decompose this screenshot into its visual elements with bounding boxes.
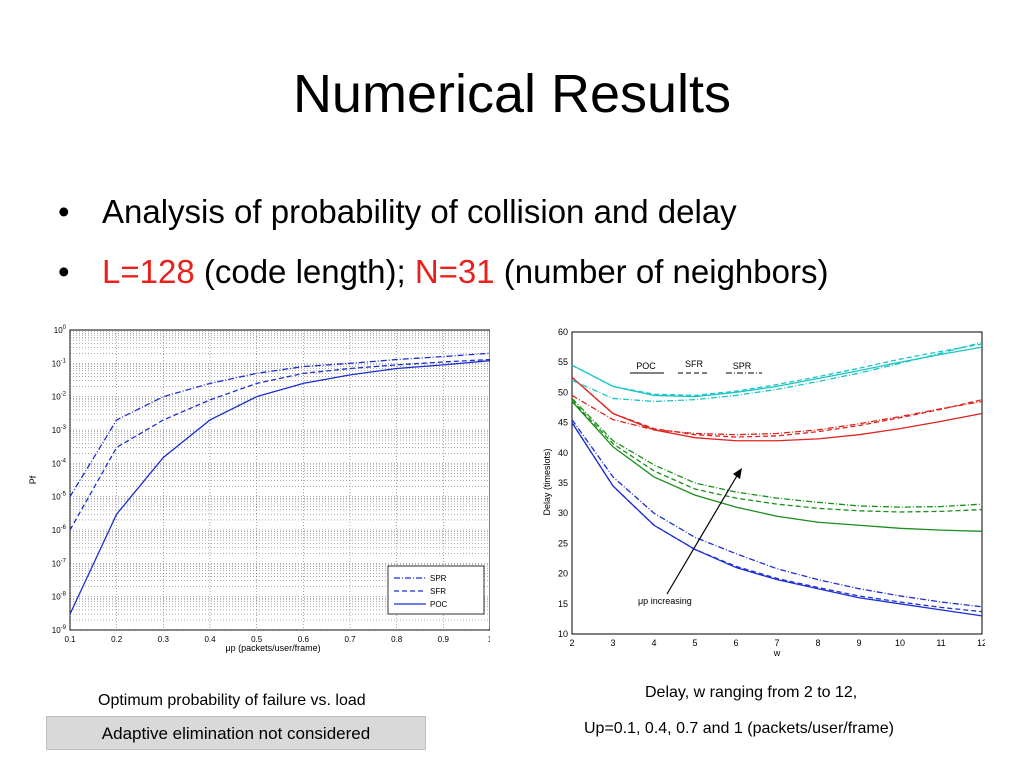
x-tick-label: 1 <box>488 635 490 644</box>
legend: POC SFR SPR <box>630 359 762 374</box>
x-tick-label: 0.5 <box>251 635 263 644</box>
x-tick-label: 0.7 <box>344 635 356 644</box>
x-tick-label: 5 <box>692 638 697 648</box>
series-line-sfr <box>571 376 983 438</box>
bullet-text-neighbors-label: (number of neighbors) <box>494 253 829 290</box>
y-tick-label: 30 <box>558 508 568 518</box>
series-lines <box>571 341 983 617</box>
x-tick-label: 8 <box>815 638 820 648</box>
legend-label: SPR <box>430 574 447 583</box>
legend: SPR SFR POC <box>387 565 485 615</box>
series-line-spr <box>571 419 983 608</box>
increasing-arrow-icon <box>666 473 739 595</box>
series-line-spr <box>571 397 983 508</box>
arrow-head-icon <box>733 468 742 479</box>
x-tick-label: 10 <box>895 638 905 648</box>
series-line-poc <box>571 376 983 442</box>
x-tick-label: 0.4 <box>204 635 216 644</box>
x-tick-label: 4 <box>651 638 656 648</box>
y-tick-labels: 10-9 10-8 10-7 10-6 10-5 10-4 10-3 10-2 10-1 100 <box>52 325 67 635</box>
series-line-sfr <box>69 358 490 531</box>
x-tick-label: 2 <box>569 638 574 648</box>
x-tick-labels: 0.1 0.2 0.3 0.4 0.5 0.6 0.7 0.8 0.9 1 <box>64 635 490 644</box>
bullet-text-code-length-value: L=128 <box>102 253 195 290</box>
failure-probability-chart: 0.10.20.30.40.50.60.70.80.91 10-910-810-… <box>28 325 490 653</box>
y-tick-label: 20 <box>558 569 568 579</box>
y-tick-label: 10-1 <box>52 358 67 368</box>
bullet-list: • Analysis of probability of collision an… <box>58 190 828 310</box>
x-tick-label: 0.6 <box>298 635 310 644</box>
y-tick-label: 10-2 <box>52 392 67 402</box>
right-chart-caption-line1: Delay, w ranging from 2 to 12, <box>645 684 858 701</box>
annotation-label: μp increasing <box>638 596 692 606</box>
x-tick-labels: 2 3 4 5 6 7 8 9 10 11 12 <box>569 638 985 648</box>
x-tick-label: 0.8 <box>391 635 403 644</box>
series-line-poc <box>571 401 983 532</box>
x-tick-label: 11 <box>936 638 945 648</box>
y-tick-label: 10-7 <box>52 558 67 568</box>
legend-label: SFR <box>430 587 446 596</box>
bullet-dot-icon: • <box>58 193 70 230</box>
x-tick-label: 9 <box>856 638 861 648</box>
series-line-spr <box>571 394 983 436</box>
bullet-item: • Analysis of probability of collision an… <box>58 190 828 250</box>
y-tick-label: 15 <box>558 599 568 609</box>
series-line-poc <box>69 360 490 615</box>
y-axis-label: Delay (timeslots) <box>542 448 552 515</box>
y-axis-label: Pf <box>28 475 38 484</box>
series-lines <box>69 352 490 615</box>
left-chart-caption: Optimum probability of failure vs. load <box>98 692 366 709</box>
bullet-text: Analysis of probability of collision and… <box>102 193 737 230</box>
x-tick-label: 12 <box>977 638 985 648</box>
x-tick-label: 0.2 <box>111 635 123 644</box>
note-box: Adaptive elimination not considered <box>46 716 426 750</box>
y-tick-label: 10-5 <box>52 492 67 502</box>
slide-title: Numerical Results <box>292 64 732 124</box>
bullet-text-neighbors-value: N=31 <box>414 253 495 290</box>
plot-area <box>571 331 983 635</box>
y-tick-label: 55 <box>558 357 568 367</box>
y-tick-label: 10-8 <box>52 592 67 602</box>
x-tick-label: 0.3 <box>158 635 170 644</box>
y-tick-label: 50 <box>558 387 568 397</box>
right-chart-caption-line2: Up=0.1, 0.4, 0.7 and 1 (packets/user/fra… <box>584 720 894 737</box>
y-tick-label: 25 <box>558 538 568 548</box>
y-tick-label: 10 <box>558 629 568 639</box>
series-line-spr <box>571 341 983 403</box>
bullet-dot-icon: • <box>58 253 70 290</box>
y-tick-label: 10-3 <box>52 425 67 435</box>
series-line-spr <box>69 352 490 498</box>
legend-label: POC <box>430 600 448 609</box>
legend-label-sfr: SFR <box>685 359 704 369</box>
x-tick-label: 6 <box>733 638 738 648</box>
y-tick-label: 10-4 <box>52 458 67 468</box>
series-line-sfr <box>571 343 983 397</box>
y-tick-label: 60 <box>558 327 568 337</box>
x-tick-label: 7 <box>774 638 779 648</box>
x-axis-label: μp (packets/user/frame) <box>225 643 320 653</box>
x-tick-label: 3 <box>610 638 615 648</box>
y-tick-label: 10-6 <box>52 525 67 535</box>
y-tick-label: 35 <box>558 478 568 488</box>
legend-label-poc: POC <box>636 361 656 371</box>
y-tick-label: 100 <box>54 325 67 335</box>
x-tick-label: 0.9 <box>438 635 450 644</box>
series-line-sfr <box>571 422 983 613</box>
y-tick-labels: 10 15 20 25 30 35 40 45 50 55 60 <box>558 327 568 639</box>
bullet-item: • L=128 (code length); N=31 (number of ne… <box>58 250 828 310</box>
y-tick-label: 40 <box>558 448 568 458</box>
y-tick-label: 10-9 <box>52 625 67 635</box>
y-tick-label: 45 <box>558 418 568 428</box>
legend-label-spr: SPR <box>733 361 752 371</box>
series-line-sfr <box>571 399 983 513</box>
bullet-text-code-length-label: (code length); <box>194 253 415 290</box>
legend-box <box>387 565 485 615</box>
x-axis-label: w <box>773 648 781 658</box>
x-tick-label: 0.1 <box>64 635 76 644</box>
